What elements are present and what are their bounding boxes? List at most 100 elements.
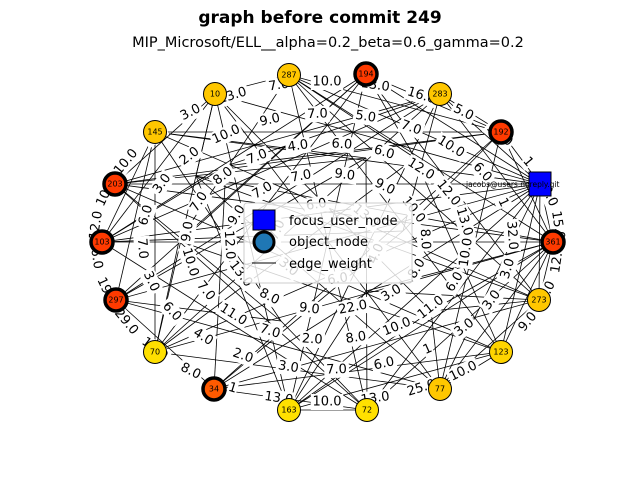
edge-label-bg bbox=[455, 235, 477, 270]
edge-label-bg bbox=[191, 276, 220, 306]
object-node-circle bbox=[103, 287, 129, 313]
edge-line bbox=[178, 73, 367, 242]
focus-user-node bbox=[528, 171, 552, 197]
edge-label-bg bbox=[215, 299, 252, 331]
edge-label: 5.0 bbox=[448, 99, 479, 126]
object-node-label: 163 bbox=[281, 406, 296, 415]
edge-line bbox=[154, 241, 554, 353]
edge-label: 13.0 bbox=[451, 203, 477, 240]
edge-label-bg bbox=[420, 340, 436, 359]
edge-line bbox=[115, 157, 367, 301]
edge-label: 5.0 bbox=[352, 107, 380, 127]
edge-line bbox=[114, 93, 441, 185]
edge-label-bg bbox=[335, 296, 371, 319]
edge-label-bg bbox=[175, 99, 206, 126]
edge-label: 10.0 bbox=[455, 235, 477, 270]
edge-label-text: 7.0 bbox=[245, 146, 270, 168]
edge-label-text: 9.0 bbox=[258, 111, 281, 130]
object-node-circle bbox=[355, 398, 379, 422]
edge-label-bg bbox=[431, 175, 465, 211]
edge-label-bg bbox=[502, 218, 521, 253]
edge-label-bg bbox=[310, 74, 344, 90]
edge-label-bg bbox=[445, 356, 482, 386]
edge-label-bg bbox=[255, 320, 285, 343]
edge-label: 2.0 bbox=[299, 330, 326, 349]
object-node-label: 361 bbox=[545, 238, 560, 247]
edge-label: 6.0 bbox=[370, 353, 398, 375]
edge-label-bg bbox=[185, 187, 213, 217]
edge-label: 6.0 bbox=[134, 201, 158, 230]
object-node-label: 70 bbox=[150, 348, 160, 357]
edge-label-bg bbox=[242, 145, 272, 170]
object-node-label: 283 bbox=[432, 90, 447, 99]
object-node: 123 bbox=[489, 340, 513, 364]
legend-focus-marker bbox=[252, 209, 276, 231]
edge-label-text: 6.0 bbox=[331, 136, 353, 153]
edge-label-bg bbox=[109, 144, 143, 180]
edge-line bbox=[154, 240, 180, 353]
edge-label-bg bbox=[370, 174, 400, 200]
edge-line bbox=[365, 73, 541, 185]
edge-label-text: 3.0 bbox=[277, 358, 300, 376]
edge-label-bg bbox=[402, 153, 439, 185]
edge-label-text: 9.0 bbox=[298, 300, 320, 317]
edge-label-bg bbox=[157, 297, 187, 327]
object-node: 192 bbox=[488, 119, 514, 145]
edge-label-bg bbox=[451, 203, 477, 240]
object-node: 145 bbox=[143, 120, 167, 144]
edge-label-bg bbox=[220, 228, 239, 262]
edge-label: 11.0 bbox=[413, 291, 449, 324]
edge-line bbox=[365, 290, 441, 390]
object-node-label: 103 bbox=[94, 238, 109, 247]
edge-label-bg bbox=[397, 192, 430, 228]
edge-label-bg bbox=[177, 244, 203, 281]
edge-line bbox=[195, 93, 216, 177]
edge-label-bg bbox=[441, 267, 469, 297]
object-node-circle bbox=[89, 229, 115, 255]
edge-label-text: 4.0 bbox=[287, 137, 310, 155]
object-node-circle bbox=[540, 229, 566, 255]
edge-label: 3.0 bbox=[138, 266, 164, 297]
edge-label: 8.0 bbox=[416, 226, 434, 252]
edge-label: 10.0 bbox=[177, 244, 203, 281]
edge-label: 4.0 bbox=[284, 136, 312, 156]
object-node: 10 bbox=[203, 82, 227, 106]
legend-edge-label: edge_weight bbox=[289, 257, 372, 272]
edge-line bbox=[500, 183, 541, 353]
edge-label-bg bbox=[342, 328, 370, 348]
object-node-label: 194 bbox=[358, 70, 373, 79]
edge-label-bg bbox=[493, 194, 513, 211]
edge-line bbox=[101, 165, 227, 243]
edge-label: 32.0 bbox=[502, 218, 521, 253]
legend-object-label: object_node bbox=[289, 235, 368, 250]
edge-line bbox=[213, 165, 227, 390]
object-node: 273 bbox=[527, 288, 551, 312]
edge-label-bg bbox=[378, 313, 415, 341]
edge-line bbox=[280, 320, 368, 411]
edge-label: 3.0 bbox=[496, 254, 520, 283]
object-node-label: 34 bbox=[209, 385, 219, 394]
edge-label-bg bbox=[228, 344, 258, 368]
edge-label: 7.0 bbox=[255, 320, 285, 343]
edge-label-bg bbox=[208, 162, 238, 191]
node-layer: 287 194 283 10 192 145 203 103 361 297 273 70 123 34 7… bbox=[89, 61, 566, 422]
edge-label-bg bbox=[247, 177, 278, 204]
edge-label-bg bbox=[467, 157, 497, 187]
edge-label-text: 6.0 bbox=[372, 142, 396, 163]
edge-label-text: 6.0 bbox=[372, 354, 395, 373]
object-node: 283 bbox=[428, 82, 452, 106]
object-node-label: 297 bbox=[108, 296, 123, 305]
edge-line bbox=[101, 241, 368, 411]
edge-line bbox=[500, 131, 554, 243]
edge-label: 22.0 bbox=[335, 296, 371, 319]
edge-label: 9.0 bbox=[256, 109, 284, 131]
object-node: 287 bbox=[277, 63, 301, 87]
edge-label: 10.0 bbox=[208, 120, 245, 149]
edge-label-bg bbox=[376, 280, 407, 307]
object-node-circle bbox=[428, 377, 452, 401]
object-node-circle bbox=[277, 398, 301, 422]
edge-label-bg bbox=[256, 109, 284, 131]
object-node: 194 bbox=[353, 61, 379, 87]
edge-label-bg bbox=[352, 107, 380, 127]
